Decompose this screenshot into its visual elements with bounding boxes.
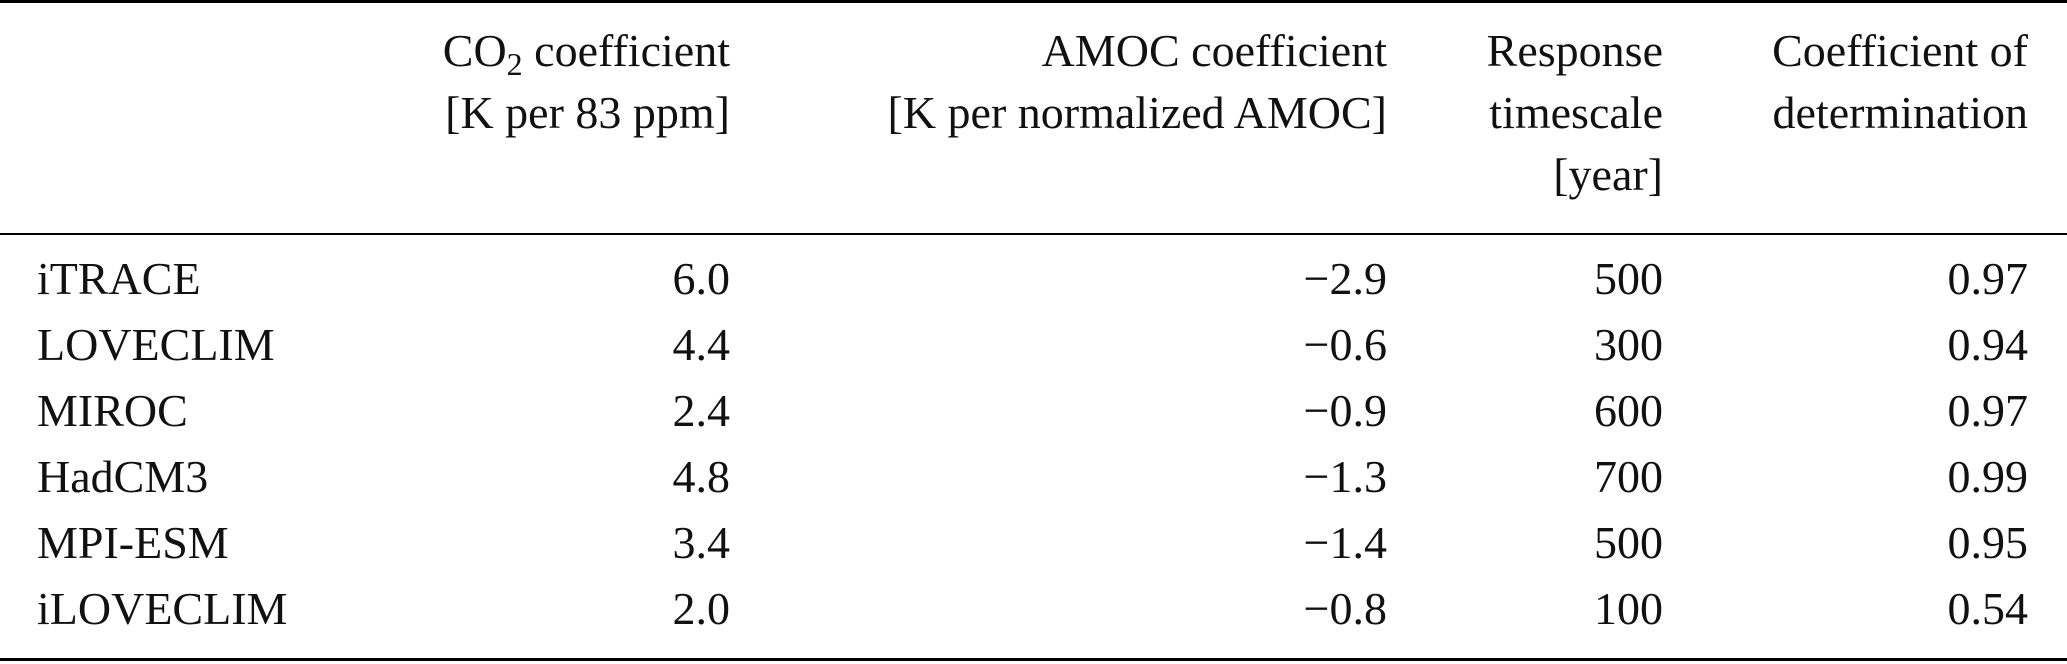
header-co2-coefficient: CO2 coefficient [K per 83 ppm]: [443, 20, 730, 144]
amoc-coefficient-value: −1.3: [1303, 451, 1387, 502]
model-name: LOVECLIM: [37, 319, 275, 370]
header-coefficient-of-determination: Coefficient of determination: [1772, 20, 2028, 144]
header-determination-line2: determination: [1772, 87, 2028, 138]
header-response-timescale: Response timescale [year]: [1487, 20, 1663, 206]
response-timescale-value: 300: [1594, 319, 1663, 370]
model-name: iTRACE: [37, 253, 201, 304]
table-row: iTRACE 6.0 −2.9 500 0.97: [0, 246, 2067, 312]
amoc-coefficient-value: −1.4: [1303, 517, 1387, 568]
amoc-coefficient-value: −0.9: [1303, 385, 1387, 436]
model-name: MIROC: [37, 385, 188, 436]
co2-coefficient-value: 4.4: [672, 319, 731, 370]
table-header-rule: [0, 233, 2067, 235]
amoc-coefficient-value: −0.6: [1303, 319, 1387, 370]
determination-value: 0.97: [1947, 385, 2029, 436]
co2-coefficient-value: 3.4: [672, 517, 731, 568]
header-co2-line1: CO2 coefficient: [442, 25, 730, 82]
table-row: HadCM3 4.8 −1.3 700 0.99: [0, 444, 2067, 510]
header-co2-line2: [K per 83 ppm]: [445, 87, 730, 138]
determination-value: 0.95: [1947, 517, 2029, 568]
co2-coefficient-value: 6.0: [672, 253, 731, 304]
header-amoc-coefficient: AMOC coefficient [K per normalized AMOC]: [888, 20, 1388, 144]
determination-value: 0.99: [1947, 451, 2029, 502]
header-determination-line1: Coefficient of: [1772, 25, 2028, 76]
table-bottom-rule: [0, 658, 2067, 661]
determination-value: 0.94: [1947, 319, 2029, 370]
header-amoc-line1: AMOC coefficient: [1041, 25, 1387, 76]
header-response-line1: Response: [1486, 25, 1663, 76]
model-name: HadCM3: [37, 451, 209, 502]
co2-coefficient-value: 2.4: [672, 385, 731, 436]
amoc-coefficient-value: −0.8: [1303, 583, 1387, 634]
determination-value: 0.54: [1947, 583, 2029, 634]
table-row: MIROC 2.4 −0.9 600 0.97: [0, 378, 2067, 444]
header-amoc-line2: [K per normalized AMOC]: [887, 87, 1388, 138]
response-timescale-value: 700: [1594, 451, 1663, 502]
response-timescale-value: 500: [1594, 253, 1663, 304]
table-row: LOVECLIM 4.4 −0.6 300 0.94: [0, 312, 2067, 378]
response-timescale-value: 100: [1594, 583, 1663, 634]
determination-value: 0.97: [1947, 253, 2029, 304]
response-timescale-value: 600: [1594, 385, 1663, 436]
amoc-coefficient-value: −2.9: [1303, 253, 1387, 304]
table-row: MPI-ESM 3.4 −1.4 500 0.95: [0, 510, 2067, 576]
co2-coefficient-value: 2.0: [672, 583, 731, 634]
table-row: iLOVECLIM 2.0 −0.8 100 0.54: [0, 576, 2067, 642]
model-name: iLOVECLIM: [37, 583, 288, 634]
table-top-rule: [0, 0, 2067, 3]
model-name: MPI-ESM: [37, 517, 229, 568]
header-response-line2: timescale: [1489, 87, 1663, 138]
header-response-line3: [year]: [1553, 149, 1663, 200]
response-timescale-value: 500: [1594, 517, 1663, 568]
co2-coefficient-value: 4.8: [672, 451, 731, 502]
